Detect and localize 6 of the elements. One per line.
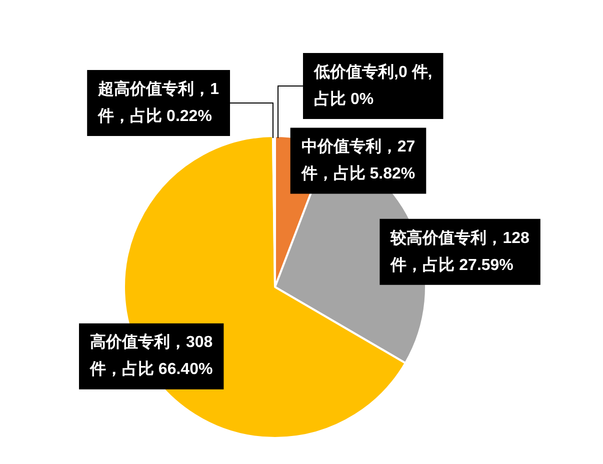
- slice-label: 高价值专利，308 件，占比 66.40%: [88, 332, 213, 378]
- slice-label: 较高价值专利，128 件，占比 27.59%: [390, 228, 530, 274]
- slice-label: 中价值专利，27 件，占比 5.82%: [300, 138, 416, 183]
- category-label: 低价值专利,0 件,: [314, 64, 432, 81]
- text: 占比 0%: [314, 90, 374, 108]
- slice-label: 超高价值专利，1 件，占比 0.22%: [97, 78, 220, 125]
